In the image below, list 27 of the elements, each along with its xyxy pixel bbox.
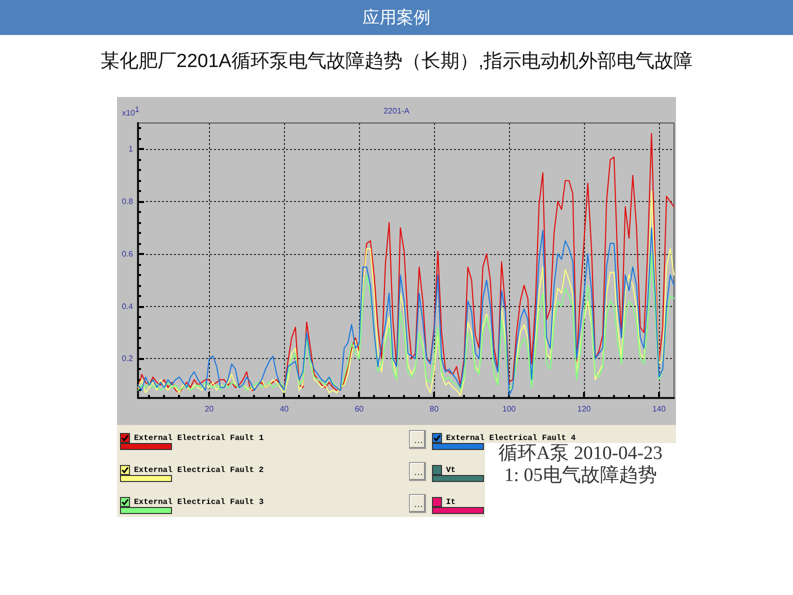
text: 循环A泵 2010-04-23 [498, 443, 663, 464]
x-tick-label: 140 [652, 404, 666, 414]
legend-label: External Electrical Fault 3 [134, 498, 264, 507]
legend-label: External Electrical Fault 2 [134, 466, 264, 475]
legend-label: External Electrical Fault 4 [446, 434, 576, 443]
y-tick-label: 0.8 [122, 197, 134, 206]
text: 应用案例 [362, 8, 430, 27]
legend-label: It [446, 498, 456, 507]
line-series [137, 227, 675, 396]
x-tick-label: 20 [204, 404, 214, 414]
text: 1: 05电气故障趋势 [504, 465, 657, 486]
legend-label: Vt [446, 466, 456, 475]
chart-title: 某化肥厂2201A循环泵电气故障趋势（长期）,指示电动机外部电气故障 [100, 51, 693, 72]
y-tick-label: 0.6 [122, 249, 134, 258]
y-tick-label: 0.4 [122, 302, 134, 311]
line-series [137, 190, 675, 396]
x-tick-label: 60 [354, 404, 364, 414]
chart-subtitle: 2201-A [384, 106, 410, 116]
x-tick-label: 40 [280, 404, 290, 414]
line-series [137, 253, 675, 391]
y-tick-label: 1 [128, 144, 134, 154]
legend-label: External Electrical Fault 1 [134, 434, 264, 443]
y-tick-label: 0.2 [122, 354, 134, 364]
x-tick-label: 100 [502, 404, 516, 414]
x-tick-label: 120 [577, 404, 592, 414]
x-tick-label: 80 [430, 404, 440, 414]
line-series [137, 132, 675, 394]
